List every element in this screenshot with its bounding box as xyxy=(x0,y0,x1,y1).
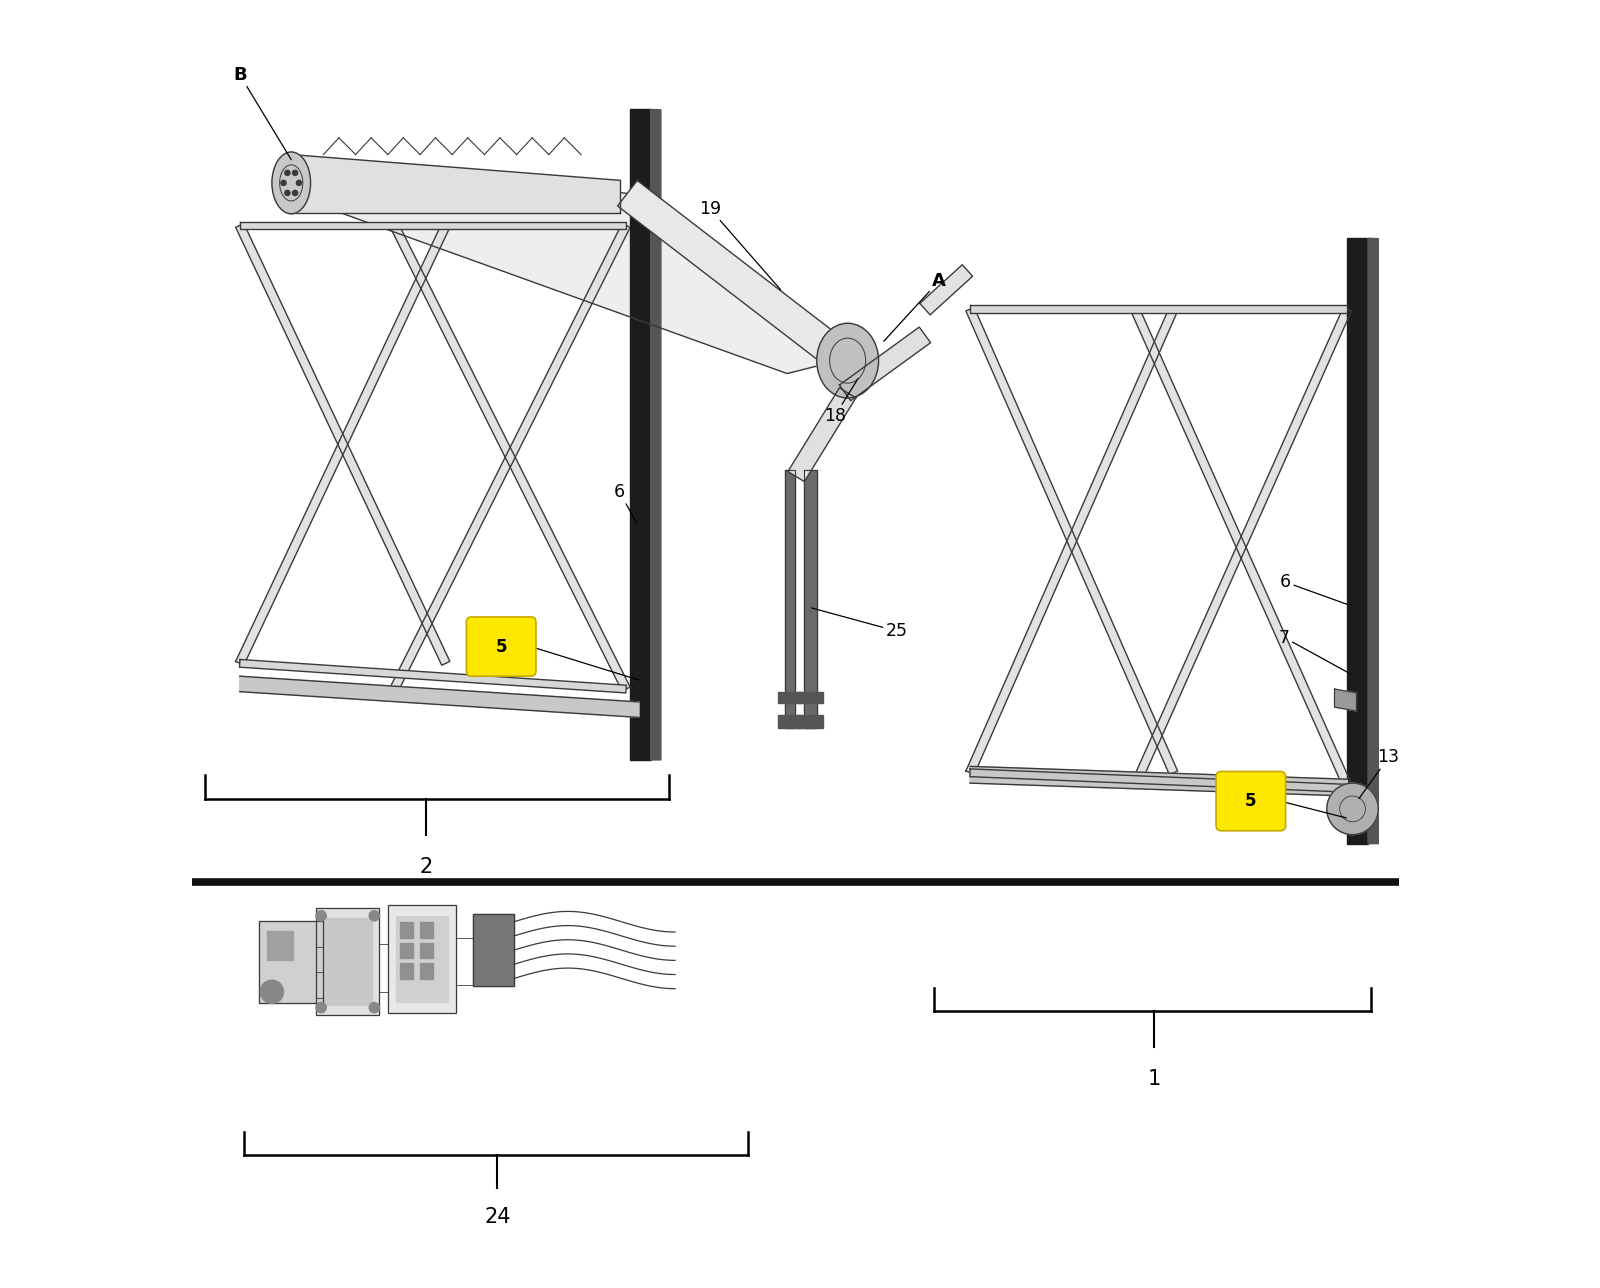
Polygon shape xyxy=(778,715,802,728)
Bar xyxy=(400,963,413,979)
Circle shape xyxy=(285,191,290,196)
Polygon shape xyxy=(1131,308,1352,787)
Text: 5: 5 xyxy=(496,638,507,656)
Polygon shape xyxy=(920,265,973,314)
Polygon shape xyxy=(778,692,802,703)
Circle shape xyxy=(285,170,290,175)
Polygon shape xyxy=(966,308,1178,774)
Text: 13: 13 xyxy=(1358,748,1400,799)
Circle shape xyxy=(282,180,286,185)
Polygon shape xyxy=(1368,238,1378,844)
Bar xyxy=(400,943,413,958)
Polygon shape xyxy=(1131,308,1352,787)
Bar xyxy=(400,922,413,938)
Bar xyxy=(389,905,456,1012)
Polygon shape xyxy=(797,715,822,728)
Text: 7: 7 xyxy=(1278,629,1350,674)
Polygon shape xyxy=(390,223,630,692)
Polygon shape xyxy=(970,769,1347,792)
Polygon shape xyxy=(240,659,626,693)
Ellipse shape xyxy=(272,152,310,214)
Bar xyxy=(267,931,293,960)
Text: 1: 1 xyxy=(1147,1069,1162,1090)
Polygon shape xyxy=(1347,238,1368,844)
Polygon shape xyxy=(259,921,323,1003)
Polygon shape xyxy=(787,388,856,482)
Text: 5: 5 xyxy=(1245,792,1256,810)
Circle shape xyxy=(261,980,283,1003)
Polygon shape xyxy=(970,766,1347,796)
Polygon shape xyxy=(390,223,630,692)
Bar xyxy=(421,943,434,958)
Text: 18: 18 xyxy=(824,379,858,425)
Circle shape xyxy=(370,1002,379,1012)
Polygon shape xyxy=(618,180,854,374)
Polygon shape xyxy=(240,222,626,229)
Text: 25: 25 xyxy=(811,608,907,640)
Text: 24: 24 xyxy=(485,1207,510,1227)
Ellipse shape xyxy=(816,323,878,398)
Polygon shape xyxy=(651,109,661,760)
Polygon shape xyxy=(803,470,816,728)
Text: 6: 6 xyxy=(614,483,637,523)
Circle shape xyxy=(370,911,379,921)
Text: B: B xyxy=(234,66,291,160)
Polygon shape xyxy=(304,167,838,374)
Polygon shape xyxy=(315,908,379,1015)
Circle shape xyxy=(293,170,298,175)
Circle shape xyxy=(1326,783,1378,835)
FancyBboxPatch shape xyxy=(1216,772,1285,831)
Circle shape xyxy=(315,911,326,921)
Polygon shape xyxy=(784,470,795,728)
Bar xyxy=(421,963,434,979)
Bar xyxy=(323,918,371,1005)
FancyBboxPatch shape xyxy=(467,617,536,676)
Polygon shape xyxy=(840,327,931,401)
Polygon shape xyxy=(1334,689,1357,711)
Text: 19: 19 xyxy=(699,200,781,290)
Circle shape xyxy=(296,180,301,185)
Polygon shape xyxy=(472,914,514,985)
Polygon shape xyxy=(291,155,619,213)
Circle shape xyxy=(315,1002,326,1012)
Bar xyxy=(472,914,514,985)
Polygon shape xyxy=(630,109,651,760)
Text: A: A xyxy=(883,272,946,341)
Polygon shape xyxy=(235,224,450,665)
Bar xyxy=(395,916,448,1002)
Polygon shape xyxy=(240,676,638,717)
Bar xyxy=(421,922,434,938)
Polygon shape xyxy=(797,692,822,703)
Text: 2: 2 xyxy=(419,857,434,877)
Circle shape xyxy=(293,191,298,196)
Polygon shape xyxy=(389,905,456,1012)
Polygon shape xyxy=(966,308,1178,774)
Bar xyxy=(259,921,323,1003)
Text: 6: 6 xyxy=(1280,573,1350,605)
Polygon shape xyxy=(235,224,450,665)
Polygon shape xyxy=(970,305,1347,313)
Bar xyxy=(315,908,379,1015)
